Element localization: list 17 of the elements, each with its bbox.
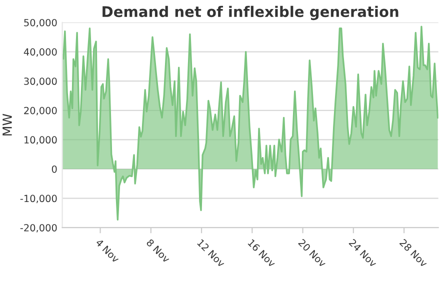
x-tick-label: 24 Nov xyxy=(348,238,378,268)
y-tick-label: -20,000 xyxy=(20,224,57,232)
y-tick-label: 20,000 xyxy=(24,106,57,116)
chart-title: Demand net of inflexible generation xyxy=(102,6,398,20)
y-axis-title: MW xyxy=(2,114,12,136)
y-tick-label: 30,000 xyxy=(24,78,57,86)
x-tick-label: 28 Nov xyxy=(399,238,428,268)
x-tick-label: 20 Nov xyxy=(298,238,327,268)
y-tick-label: 40,000 xyxy=(24,48,57,57)
x-tick-label: 16 Nov xyxy=(248,238,276,268)
y-tick-label: 10,000 xyxy=(24,136,57,145)
x-tick-label: 12 Nov xyxy=(196,238,226,268)
x-tick-label: 8 Nov xyxy=(146,238,171,264)
y-tick-label: 50,000 xyxy=(24,18,57,28)
y-tick-label: 0 xyxy=(52,165,57,173)
y-tick-label: -10,000 xyxy=(20,194,57,204)
x-tick-label: 4 Nov xyxy=(95,238,120,264)
